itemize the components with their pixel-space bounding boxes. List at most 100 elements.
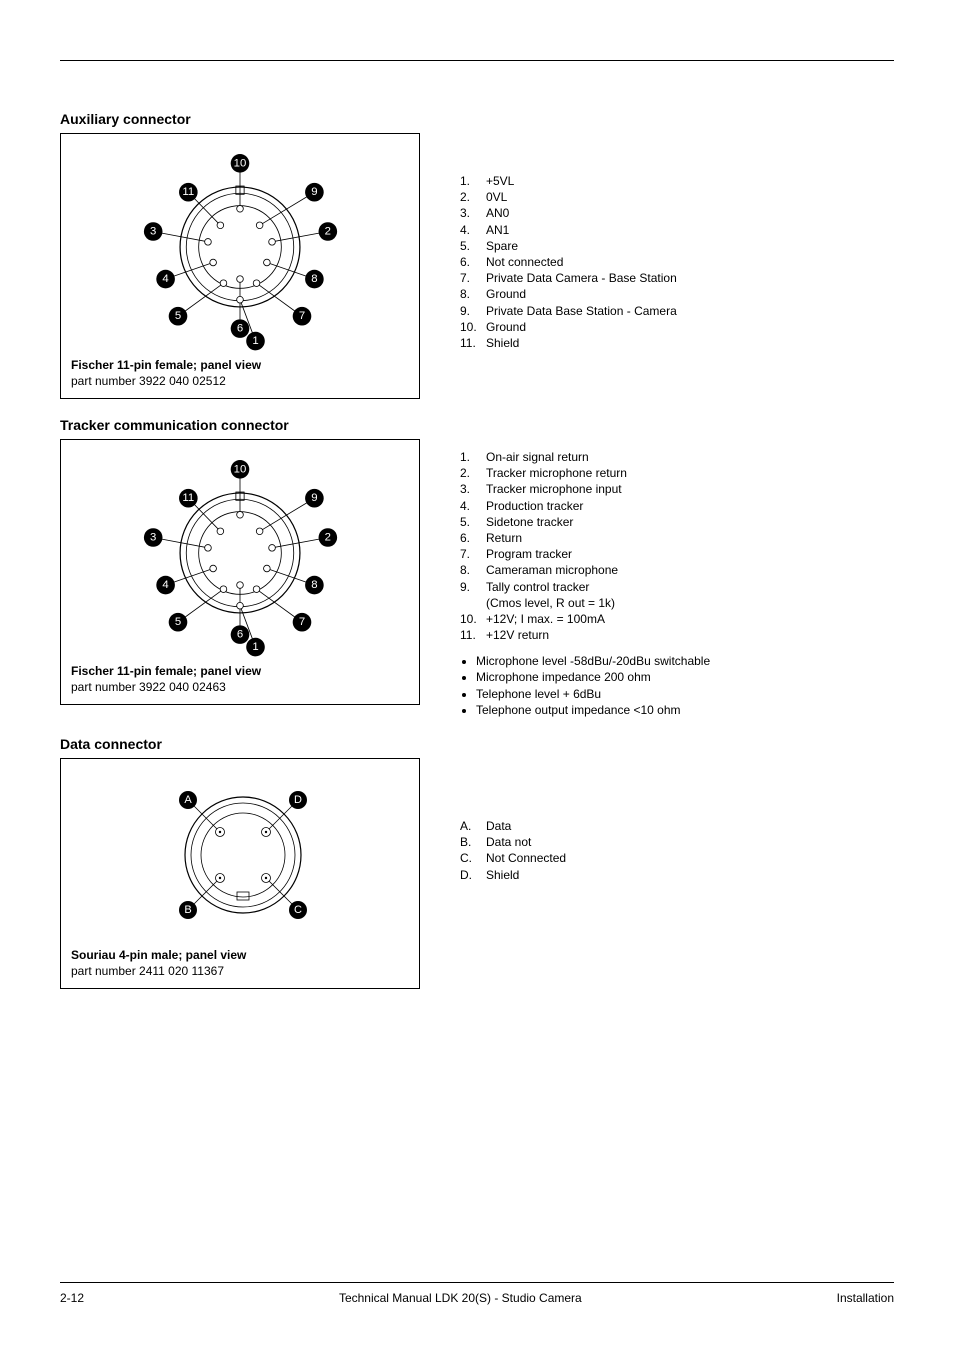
pin-label: Tally control tracker — [486, 579, 589, 595]
svg-text:6: 6 — [237, 323, 243, 335]
pin-item: C.Not Connected — [460, 850, 894, 866]
data-left: ABCD Souriau 4-pin male; panel view part… — [60, 758, 420, 989]
pin-label: Ground — [486, 286, 526, 302]
pin-label: Return — [486, 530, 522, 546]
pin-number: 9. — [460, 579, 486, 595]
pin-item: 3.AN0 — [460, 205, 894, 221]
svg-text:5: 5 — [175, 616, 181, 628]
tracker-title: Tracker communication connector — [60, 417, 894, 433]
page: Auxiliary connector 1234567891011 Fische… — [0, 0, 954, 1351]
pin-item: 1.On-air signal return — [460, 449, 894, 465]
pin-number: 5. — [460, 514, 486, 530]
tracker-section: 1234567891011 Fischer 11-pin female; pan… — [60, 439, 894, 718]
svg-text:2: 2 — [325, 226, 331, 238]
note-item: Microphone level -58dBu/-20dBu switchabl… — [476, 653, 894, 669]
svg-text:5: 5 — [175, 310, 181, 322]
pin-number: 2. — [460, 465, 486, 481]
pin-label: +12V return — [486, 627, 549, 643]
data-connector-diagram: ABCD — [85, 767, 395, 942]
pin-number: 11. — [460, 335, 486, 351]
pin-number: 3. — [460, 205, 486, 221]
pin-label: AN1 — [486, 222, 509, 238]
pin-item: 9.Tally control tracker — [460, 579, 894, 595]
pin-item: 9.Private Data Base Station - Camera — [460, 303, 894, 319]
pin-item: 6.Return — [460, 530, 894, 546]
aux-caption-bold: Fischer 11-pin female; panel view — [71, 358, 409, 372]
svg-text:11: 11 — [182, 186, 194, 198]
pin-number: 2. — [460, 189, 486, 205]
pin-item: 2.Tracker microphone return — [460, 465, 894, 481]
pin-label: Private Data Base Station - Camera — [486, 303, 677, 319]
aux-pin-list: 1.+5VL2.0VL3.AN04.AN15.Spare6.Not connec… — [460, 173, 894, 351]
pin-label: Production tracker — [486, 498, 583, 514]
pin-number: 11. — [460, 627, 486, 643]
pin-item: 11.Shield — [460, 335, 894, 351]
pin-number: 4. — [460, 498, 486, 514]
aux-section: 1234567891011 Fischer 11-pin female; pan… — [60, 133, 894, 399]
pin-item: (Cmos level, R out = 1k) — [460, 595, 894, 611]
pin-item: 7.Private Data Camera - Base Station — [460, 270, 894, 286]
pin-label: Data not — [486, 834, 531, 850]
pin-label: +5VL — [486, 173, 514, 189]
svg-text:11: 11 — [182, 492, 194, 504]
pin-item: B.Data not — [460, 834, 894, 850]
aux-left: 1234567891011 Fischer 11-pin female; pan… — [60, 133, 420, 399]
pin-number: B. — [460, 834, 486, 850]
pin-number — [460, 595, 486, 611]
pin-label: Private Data Camera - Base Station — [486, 270, 677, 286]
aux-connector-diagram: 1234567891011 — [85, 142, 395, 352]
pin-number: 3. — [460, 481, 486, 497]
pin-number: 7. — [460, 270, 486, 286]
aux-title: Auxiliary connector — [60, 111, 894, 127]
pin-item: 7.Program tracker — [460, 546, 894, 562]
pin-number: 7. — [460, 546, 486, 562]
svg-text:1: 1 — [252, 641, 258, 653]
pin-number: 10. — [460, 611, 486, 627]
data-section: ABCD Souriau 4-pin male; panel view part… — [60, 758, 894, 989]
footer-left: 2-12 — [60, 1291, 84, 1305]
pin-label: Tracker microphone input — [486, 481, 622, 497]
pin-number: 6. — [460, 254, 486, 270]
page-footer: 2-12 Technical Manual LDK 20(S) - Studio… — [60, 1282, 894, 1305]
pin-number: 8. — [460, 286, 486, 302]
pin-label: (Cmos level, R out = 1k) — [486, 595, 615, 611]
pin-item: D.Shield — [460, 867, 894, 883]
tracker-notes: Microphone level -58dBu/-20dBu switchabl… — [460, 653, 894, 718]
pin-item: 11.+12V return — [460, 627, 894, 643]
svg-text:7: 7 — [299, 310, 305, 322]
svg-text:7: 7 — [299, 616, 305, 628]
pin-label: Shield — [486, 867, 519, 883]
pin-label: Program tracker — [486, 546, 572, 562]
pin-item: 2.0VL — [460, 189, 894, 205]
svg-text:1: 1 — [252, 335, 258, 347]
svg-text:A: A — [184, 794, 192, 806]
pin-item: 3.Tracker microphone input — [460, 481, 894, 497]
pin-item: 10.Ground — [460, 319, 894, 335]
pin-label: Data — [486, 818, 511, 834]
pin-label: Ground — [486, 319, 526, 335]
note-item: Telephone level + 6dBu — [476, 686, 894, 702]
data-caption-bold: Souriau 4-pin male; panel view — [71, 948, 409, 962]
pin-label: 0VL — [486, 189, 507, 205]
pin-label: Spare — [486, 238, 518, 254]
tracker-caption-bold: Fischer 11-pin female; panel view — [71, 664, 409, 678]
tracker-caption-reg: part number 3922 040 02463 — [71, 680, 409, 694]
footer-row: 2-12 Technical Manual LDK 20(S) - Studio… — [60, 1291, 894, 1305]
pin-item: 8.Cameraman microphone — [460, 562, 894, 578]
data-title: Data connector — [60, 736, 894, 752]
pin-label: +12V; I max. = 100mA — [486, 611, 605, 627]
svg-text:3: 3 — [150, 532, 156, 544]
svg-text:9: 9 — [311, 492, 317, 504]
note-item: Microphone impedance 200 ohm — [476, 669, 894, 685]
footer-rule — [60, 1282, 894, 1283]
svg-text:10: 10 — [234, 157, 247, 169]
svg-text:8: 8 — [311, 273, 317, 285]
pin-number: 1. — [460, 173, 486, 189]
data-diagram-box: ABCD Souriau 4-pin male; panel view part… — [60, 758, 420, 989]
pin-number: 5. — [460, 238, 486, 254]
tracker-left: 1234567891011 Fischer 11-pin female; pan… — [60, 439, 420, 705]
pin-number: C. — [460, 850, 486, 866]
svg-text:C: C — [294, 904, 302, 916]
pin-number: 9. — [460, 303, 486, 319]
pin-item: 4.Production tracker — [460, 498, 894, 514]
